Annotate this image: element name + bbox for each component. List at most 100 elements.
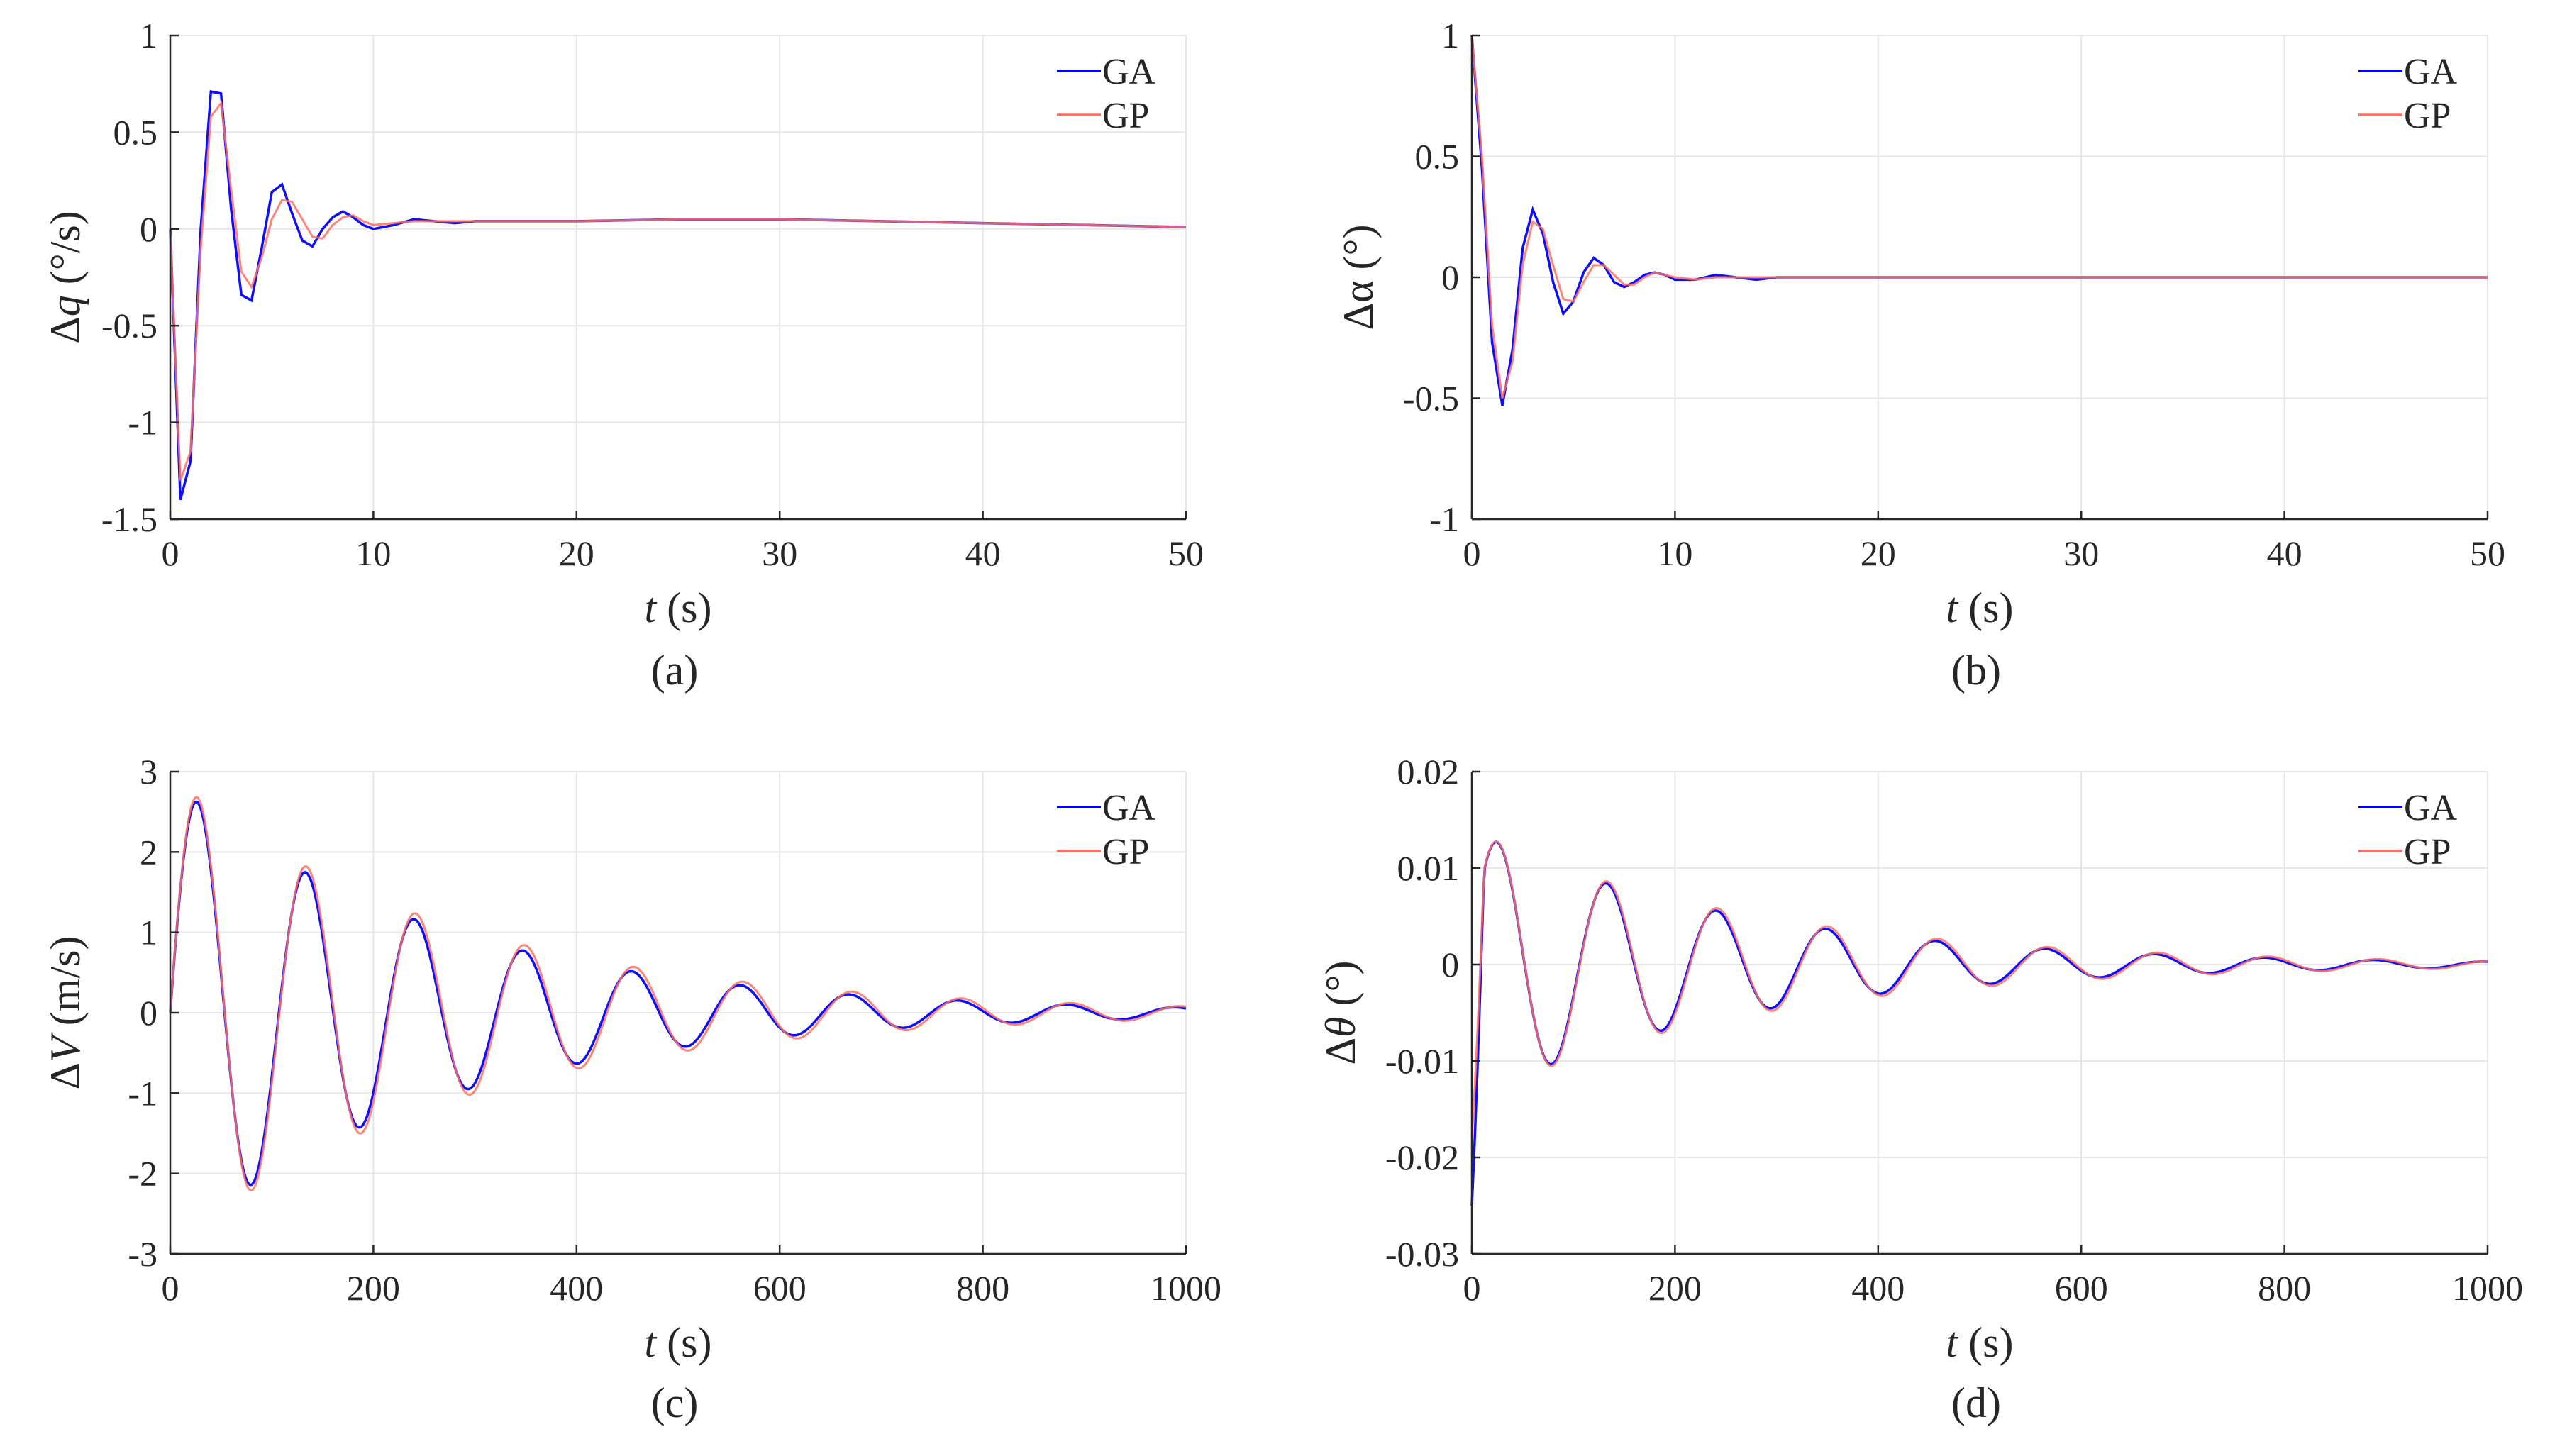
panel-caption: (a) <box>651 647 699 694</box>
x-axis-variable: t <box>645 584 658 631</box>
series-group <box>169 90 1187 501</box>
series-line-ga <box>1470 35 2488 406</box>
x-axis-label: t (s) <box>645 584 712 631</box>
x-tick-label: 20 <box>559 533 594 573</box>
x-axis-label: t (s) <box>645 1319 712 1366</box>
y-tick-label: 0.5 <box>113 112 158 152</box>
legend-label-gp: GP <box>2404 832 2451 872</box>
x-tick-label: 40 <box>965 533 1001 573</box>
y-tick-label: -1 <box>1429 499 1459 539</box>
x-tick-label: 0 <box>1463 533 1481 573</box>
x-tick-label: 10 <box>1657 533 1692 573</box>
x-axis-unit: (s) <box>1958 584 2013 631</box>
x-tick-label: 200 <box>1648 1268 1702 1308</box>
x-axis-unit: (s) <box>1958 1319 2013 1366</box>
x-tick-label: 30 <box>762 533 797 573</box>
y-tick-label: 1 <box>140 913 157 952</box>
series-line-gp <box>169 796 1187 1192</box>
y-axis-unit: (°/s) <box>42 211 89 295</box>
x-tick-label: 0 <box>162 533 179 573</box>
y-axis-prefix: Δ <box>42 316 89 344</box>
x-tick-label: 50 <box>2470 533 2505 573</box>
y-tick-label: -0.03 <box>1385 1234 1459 1274</box>
y-axis-variable: θ <box>1317 1016 1364 1037</box>
x-tick-label: 1000 <box>2452 1268 2523 1308</box>
y-axis-label: ΔV (m/s) <box>42 936 89 1090</box>
panel-caption: (d) <box>1951 1379 2001 1426</box>
x-tick-label: 800 <box>2258 1268 2311 1308</box>
x-tick-label: 10 <box>355 533 391 573</box>
y-tick-label: -0.01 <box>1385 1041 1459 1081</box>
y-axis-prefix: Δα <box>1335 280 1382 330</box>
y-tick-label: 0 <box>1441 945 1459 984</box>
y-axis-label: Δq (°/s) <box>42 211 89 344</box>
x-axis-variable: t <box>1946 1319 1959 1366</box>
x-tick-label: 400 <box>1851 1268 1905 1308</box>
y-tick-label: 0 <box>1441 257 1459 297</box>
series-line-gp <box>1470 35 2488 399</box>
x-axis-label: t (s) <box>1946 1319 2014 1366</box>
series-line-gp <box>1470 840 2488 1138</box>
y-tick-label: -0.02 <box>1385 1138 1459 1177</box>
chart-panel-a: 0 10 20 30 40 50 -1.5 -1 -0.5 0 0.5 1 t (s) Δq (°/s) G… <box>42 16 1204 694</box>
legend-label-ga: GA <box>1102 788 1156 828</box>
y-axis-unit: (°) <box>1335 225 1382 281</box>
legend-label-gp: GP <box>2404 96 2451 136</box>
y-tick-label: -2 <box>128 1154 157 1194</box>
y-tick-label: 1 <box>140 16 157 55</box>
x-tick-label: 1000 <box>1151 1268 1221 1308</box>
y-tick-label: 0 <box>140 993 157 1033</box>
y-axis-variable: V <box>42 1032 89 1062</box>
x-axis-variable: t <box>1946 584 1959 631</box>
y-tick-label: 0 <box>140 209 157 249</box>
legend-label-gp: GP <box>1102 832 1149 872</box>
x-tick-label: 50 <box>1168 533 1204 573</box>
y-tick-label: 2 <box>140 832 157 872</box>
x-axis-unit: (s) <box>656 584 711 631</box>
y-axis-label: Δα (°) <box>1335 225 1382 330</box>
y-tick-label: 3 <box>140 752 157 791</box>
panel-caption: (b) <box>1951 647 2001 694</box>
x-tick-label: 400 <box>550 1268 603 1308</box>
y-tick-label: -1 <box>128 1073 157 1113</box>
y-tick-label: 0.02 <box>1397 752 1460 791</box>
y-tick-label: -3 <box>128 1234 157 1274</box>
y-tick-label: 0.01 <box>1397 848 1460 888</box>
chart-panel-d: 0 200 400 600 800 1000 -0.03 -0.02 -0.01 0 0.01 0.0… <box>1317 752 2523 1426</box>
y-tick-label: -1 <box>128 403 157 443</box>
legend-label-gp: GP <box>1102 96 1149 136</box>
legend-label-ga: GA <box>2404 52 2458 92</box>
series-group <box>169 796 1187 1192</box>
y-axis-prefix: Δ <box>1317 1038 1364 1065</box>
series-group <box>1470 35 2488 406</box>
x-axis-label: t (s) <box>1946 584 2014 631</box>
y-axis-unit: (m/s) <box>42 936 89 1037</box>
x-tick-label: 20 <box>1861 533 1896 573</box>
x-tick-label: 600 <box>753 1268 806 1308</box>
y-tick-label: -1.5 <box>101 499 157 539</box>
x-tick-label: 800 <box>956 1268 1009 1308</box>
series-group <box>1470 840 2488 1206</box>
x-axis-variable: t <box>645 1319 658 1366</box>
series-line-gp <box>169 100 1187 481</box>
x-tick-label: 0 <box>1463 1268 1481 1308</box>
x-tick-label: 200 <box>347 1268 400 1308</box>
x-tick-label: 0 <box>162 1268 179 1308</box>
y-tick-label: 0.5 <box>1415 137 1460 177</box>
x-tick-label: 40 <box>2267 533 2302 573</box>
x-tick-label: 30 <box>2063 533 2099 573</box>
y-axis-prefix: Δ <box>42 1062 89 1090</box>
legend-label-ga: GA <box>1102 52 1156 92</box>
x-axis-unit: (s) <box>656 1319 711 1366</box>
y-axis-unit: (°) <box>1317 960 1364 1016</box>
y-axis-label: Δθ (°) <box>1317 960 1364 1065</box>
panel-caption: (c) <box>651 1379 699 1426</box>
legend-label-ga: GA <box>2404 788 2458 828</box>
x-tick-label: 600 <box>2055 1268 2108 1308</box>
y-tick-label: -0.5 <box>101 306 157 345</box>
